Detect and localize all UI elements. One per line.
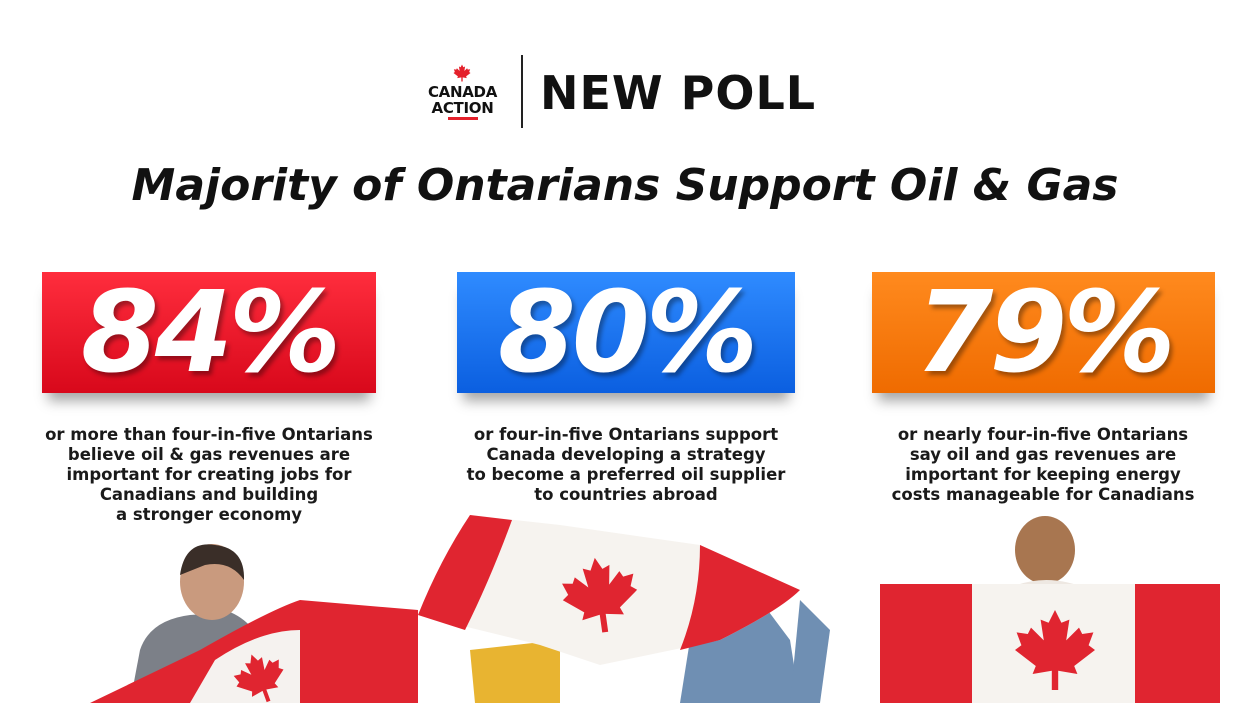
stat-value: 79% (872, 268, 1215, 398)
description-line: Canadians and building (99, 485, 319, 504)
description-line: Canada developing a strategy (486, 445, 766, 464)
photo-man-flag (90, 544, 418, 703)
description-line: or more than four-in-five Ontarians (45, 425, 373, 444)
description-line: to countries abroad (534, 485, 718, 504)
description-line: a stronger economy (115, 505, 303, 524)
description-line: believe oil & gas revenues are (67, 445, 351, 464)
description-line: important for creating jobs for (66, 465, 352, 484)
divider (521, 55, 523, 128)
title: Majority of Ontarians Support Oil & Gas (131, 160, 1119, 211)
description-line: or four-in-five Ontarians support (473, 425, 779, 444)
logo-underline (448, 117, 478, 120)
description-line: costs manageable for Canadians (891, 485, 1195, 504)
photo-woman-flag (880, 516, 1220, 703)
logo-text: ACTION (431, 99, 494, 117)
description-line: important for keeping energy (905, 465, 1181, 484)
description-line: say oil and gas revenues are (909, 445, 1177, 464)
logo-text: CANADA (427, 83, 498, 101)
stat-description: or more than four-in-five Ontarians belie… (9, 425, 409, 525)
logo-leaf (453, 64, 471, 82)
header: NEW POLL (540, 66, 817, 120)
stat-description: or four-in-five Ontarians support Canada … (426, 425, 826, 505)
photo-couple-flag (418, 515, 830, 703)
description-line: to become a preferred oil supplier (466, 465, 786, 484)
description-line: or nearly four-in-five Ontarians (897, 425, 1189, 444)
stat-description: or nearly four-in-five Ontarians say oil … (843, 425, 1243, 505)
stat-value: 80% (457, 268, 795, 398)
stat-value: 84% (42, 268, 376, 398)
